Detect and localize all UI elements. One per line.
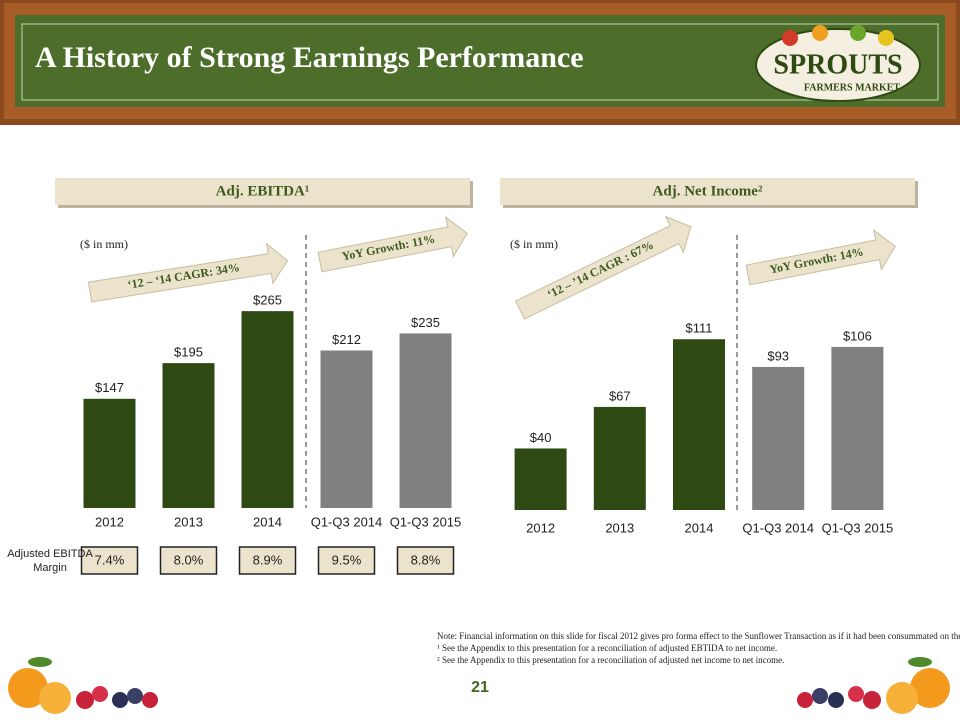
logo-subtext: FARMERS MARKET: [804, 82, 901, 93]
arrow-shape: [745, 228, 896, 286]
value-label: $106: [843, 328, 872, 343]
margin-box: [317, 546, 376, 575]
callout-arrow: YoY Growth: 14%: [745, 228, 896, 286]
x-tick-label: 2014: [253, 514, 282, 529]
footnote: ¹ See the Appendix to this presentation …: [437, 643, 778, 653]
unit-note: ($ in mm): [80, 237, 128, 251]
bar: [399, 333, 452, 508]
logo-fruit: [878, 30, 894, 46]
logo-fruit: [812, 25, 828, 41]
callout-arrow: YoY Growth: 11%: [317, 215, 468, 273]
margin-value: 8.9%: [253, 552, 283, 567]
logo-fruit: [782, 30, 798, 46]
value-label: $93: [767, 348, 789, 363]
margin-row-label: Adjusted EBITDA Margin: [7, 548, 93, 574]
margin-box: [80, 546, 139, 575]
bar: [831, 346, 884, 510]
bar: [673, 339, 725, 510]
bar: [162, 363, 215, 508]
x-tick-label: Q1-Q3 2014: [742, 520, 814, 535]
value-label: $40: [530, 430, 552, 445]
section-title: Adj. EBITDA¹: [216, 183, 310, 199]
section-header: [500, 178, 915, 205]
page-number: 21: [471, 679, 489, 696]
x-tick-label: 2014: [685, 520, 714, 535]
value-label: $212: [332, 332, 361, 347]
arrow-shape: [87, 242, 289, 303]
margin-value: 8.8%: [411, 552, 441, 567]
fruit-left: [8, 657, 158, 714]
footnote: Note: Financial information on this slid…: [437, 631, 960, 641]
bar: [241, 311, 294, 508]
section-title: Adj. Net Income²: [653, 183, 763, 199]
footnote: ² See the Appendix to this presentation …: [437, 655, 785, 665]
x-tick-label: 2012: [526, 520, 555, 535]
margin-value: 8.0%: [174, 552, 204, 567]
slide-title: A History of Strong Earnings Performance: [35, 41, 584, 74]
fruit-right: [797, 657, 950, 714]
callout-arrow: ‘12 – ’14 CAGR : 67%: [514, 215, 692, 320]
x-tick-label: 2013: [174, 514, 203, 529]
x-tick-label: Q1-Q3 2015: [822, 520, 894, 535]
bar: [320, 350, 373, 508]
chalk-border: [21, 23, 939, 101]
x-tick-label: Q1-Q3 2015: [390, 514, 462, 529]
callout-text: ‘12 – ’14 CAGR : 67%: [545, 238, 656, 302]
value-label: $147: [95, 380, 124, 395]
margin-value: 7.4%: [95, 552, 125, 567]
x-tick-label: 2013: [605, 520, 634, 535]
value-label: $235: [411, 315, 440, 330]
unit-note: ($ in mm): [510, 237, 558, 251]
x-tick-label: 2012: [95, 514, 124, 529]
value-label: $265: [253, 293, 282, 308]
value-label: $111: [686, 321, 713, 336]
bar: [752, 366, 805, 510]
value-label: $195: [174, 345, 203, 360]
logo-text: SPROUTS: [773, 49, 902, 80]
margin-box: [159, 546, 218, 575]
arrow-shape: [317, 215, 468, 273]
bar: [593, 406, 646, 510]
section-header: [55, 178, 470, 205]
arrow-shape: [514, 215, 692, 320]
bar: [514, 448, 567, 510]
bar: [83, 398, 136, 508]
margin-box: [238, 546, 297, 575]
logo-fruit: [850, 25, 866, 41]
logo-badge: [755, 28, 921, 102]
margin-box: [396, 546, 455, 575]
value-label: $67: [609, 388, 631, 403]
x-tick-label: Q1-Q3 2014: [311, 514, 383, 529]
margin-value: 9.5%: [332, 552, 362, 567]
